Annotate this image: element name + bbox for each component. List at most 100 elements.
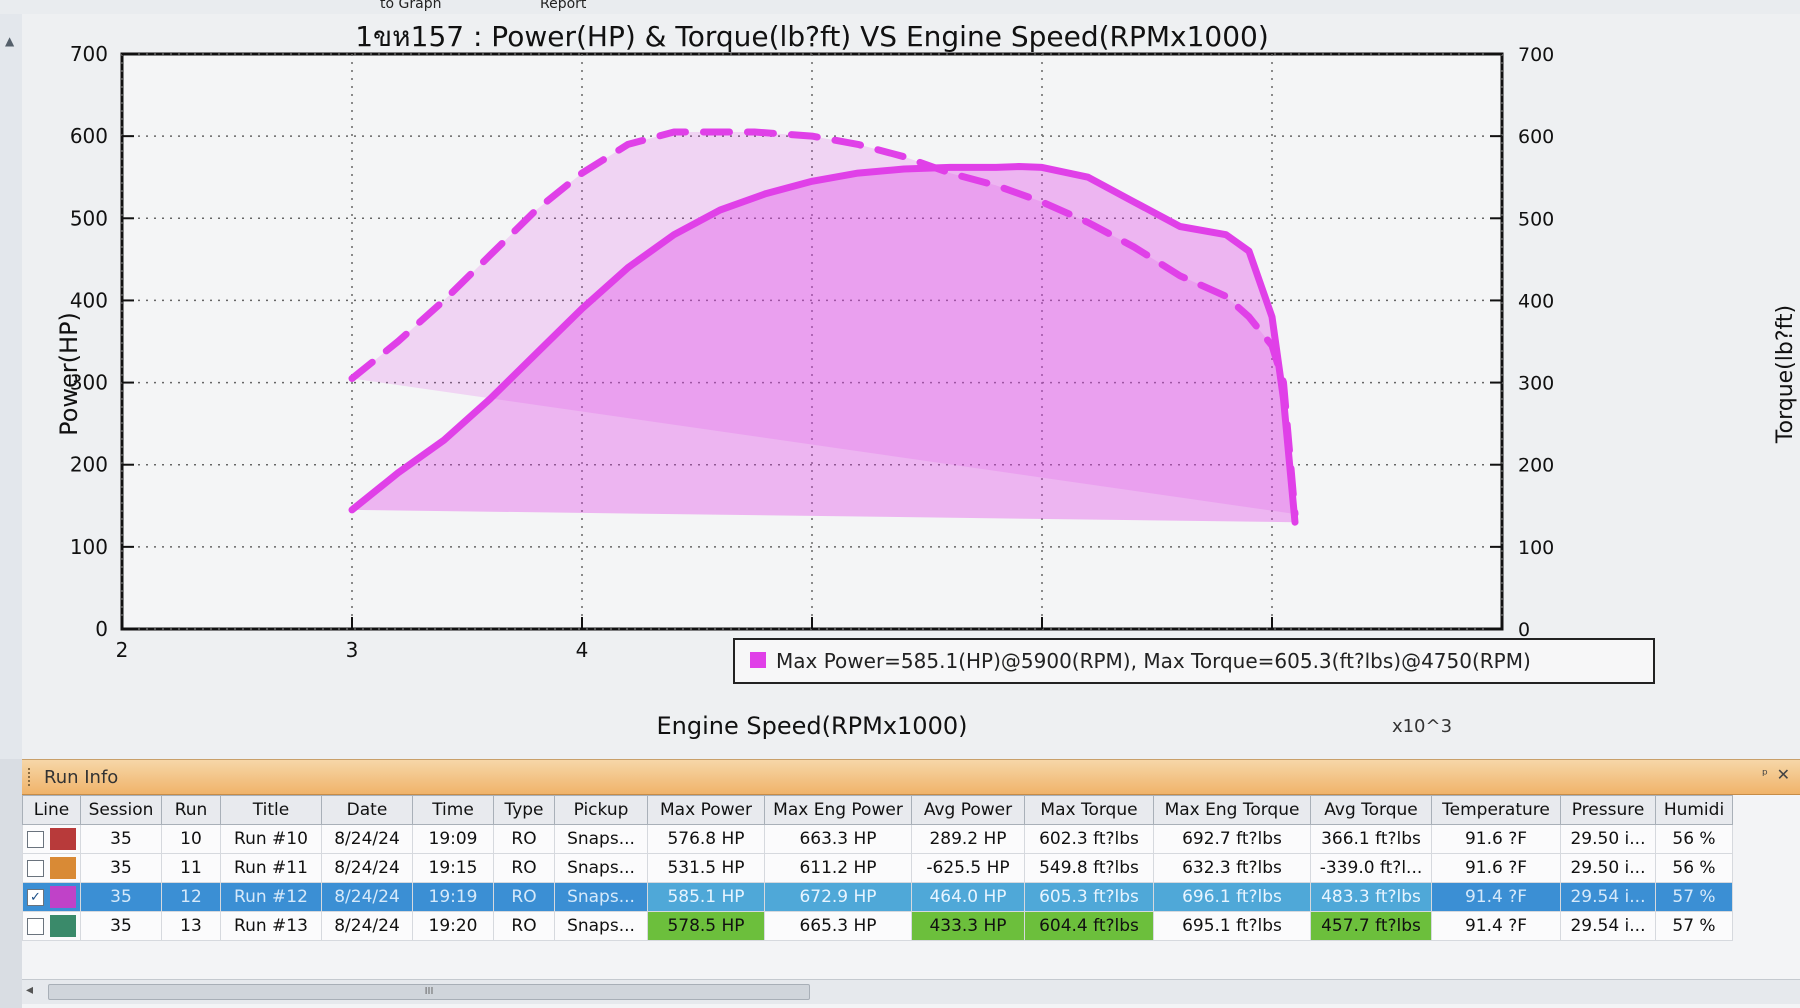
legend-box [733,638,1655,684]
row-checkbox[interactable] [27,859,44,877]
date-cell: 8/24/24 [321,911,413,941]
y-left-tick-label: 200 [70,453,108,477]
y-right-tick-label: 500 [1518,208,1554,230]
torque-series-line [348,128,1299,518]
pin-icon[interactable]: ᵖ [1762,767,1768,783]
y-right-tick-label: 300 [1518,373,1554,395]
time-cell: 19:15 [412,853,494,883]
horizontal-scrollbar[interactable]: ◂ III [22,979,1800,1004]
scroll-up-icon[interactable]: ▲ [5,34,15,48]
legend-text: Max Power=585.1(HP)@5900(RPM), Max Torqu… [776,649,1531,673]
col-line[interactable]: Line [22,795,81,825]
col-pressure[interactable]: Pressure [1560,795,1656,825]
temperature-cell: 91.4 ?F [1431,882,1561,912]
temperature-cell: 91.4 ?F [1431,911,1561,941]
col-max-eng-torque[interactable]: Max Eng Torque [1153,795,1311,825]
temperature-cell: 91.6 ?F [1431,853,1561,883]
chart-area: 2345678010020030040050060070001002003004… [22,14,1800,759]
col-time[interactable]: Time [412,795,494,825]
time-cell: 19:19 [412,882,494,912]
max-eng-power-cell: 665.3 HP [764,911,912,941]
col-session[interactable]: Session [80,795,162,825]
close-icon[interactable]: ✕ [1776,765,1790,784]
humidity-cell: 57 % [1655,882,1733,912]
max-torque-cell: 604.4 ft?lbs [1024,911,1154,941]
pressure-cell: 29.54 i... [1560,882,1656,912]
max-torque-cell: 602.3 ft?lbs [1024,824,1154,854]
y-right-tick-label: 400 [1518,290,1554,312]
power-area-fill [352,166,1295,523]
humidity-cell: 56 % [1655,853,1733,883]
line-color-swatch[interactable] [50,886,76,908]
scroll-thumb[interactable]: III [48,984,810,1000]
table-row[interactable]: 35 10 Run #10 8/24/24 19:09 RO Snaps... … [22,824,1733,854]
line-color-swatch[interactable] [50,915,76,937]
x-multiplier-label: x10^3 [1392,716,1452,737]
col-humidity[interactable]: Humidi [1655,795,1733,825]
legend: Max Power=585.1(HP)@5900(RPM), Max Torqu… [733,638,1655,684]
pressure-cell: 29.50 i... [1560,824,1656,854]
line-cell: ✓ [22,882,81,912]
session-cell: 35 [80,911,162,941]
time-cell: 19:20 [412,911,494,941]
pressure-cell: 29.54 i... [1560,911,1656,941]
row-checkbox[interactable] [27,917,44,935]
avg-power-cell: 433.3 HP [911,911,1025,941]
max-power-cell: 578.5 HP [647,911,765,941]
run-info-panel: Run Info ᵖ ✕ Line Session Run Title Date… [22,759,1800,1008]
title-cell: Run #13 [220,911,322,941]
panel-grip-icon[interactable] [28,768,33,786]
pickup-cell: Snaps... [554,911,648,941]
row-checkbox[interactable] [27,830,44,848]
col-max-torque[interactable]: Max Torque [1024,795,1154,825]
to-graph-button[interactable]: to Graph [380,0,442,12]
axis-ticks: 2345678010020030040050060070001002003004… [70,42,1554,662]
col-max-eng-power[interactable]: Max Eng Power [764,795,912,825]
col-run[interactable]: Run [161,795,221,825]
pickup-cell: Snaps... [554,824,648,854]
scroll-left-icon[interactable]: ◂ [26,982,34,998]
line-cell [22,911,81,941]
y-left-tick-label: 0 [95,617,108,641]
x-tick-label: 4 [576,638,589,662]
run-info-table: Line Session Run Title Date Time Type Pi… [22,795,1733,941]
y-left-tick-label: 500 [70,206,108,230]
line-color-swatch[interactable] [50,857,76,879]
y-left-tick-label: 100 [70,535,108,559]
col-type[interactable]: Type [493,795,555,825]
col-date[interactable]: Date [321,795,413,825]
max-power-cell: 531.5 HP [647,853,765,883]
line-color-swatch[interactable] [50,828,76,850]
power-series-line [348,163,1299,526]
power-torque-chart: 2345678010020030040050060070001002003004… [55,20,1798,740]
col-max-power[interactable]: Max Power [647,795,765,825]
col-title[interactable]: Title [220,795,322,825]
x-tick-label: 3 [346,638,359,662]
avg-torque-cell: 366.1 ft?lbs [1310,824,1432,854]
table-row-selected[interactable]: ✓ 35 12 Run #12 8/24/24 19:19 RO Snaps..… [22,882,1733,912]
col-avg-torque[interactable]: Avg Torque [1310,795,1432,825]
type-cell: RO [493,911,555,941]
torque-area-fill [352,132,1295,514]
avg-power-cell: 464.0 HP [911,882,1025,912]
run-cell: 11 [161,853,221,883]
y-right-tick-label: 600 [1518,126,1554,148]
line-cell [22,853,81,883]
table-row[interactable]: 35 11 Run #11 8/24/24 19:15 RO Snaps... … [22,853,1733,883]
col-pickup[interactable]: Pickup [554,795,648,825]
max-eng-torque-cell: 632.3 ft?lbs [1153,853,1311,883]
max-eng-torque-cell: 696.1 ft?lbs [1153,882,1311,912]
avg-power-cell: 289.2 HP [911,824,1025,854]
col-avg-power[interactable]: Avg Power [911,795,1025,825]
left-scrollbar[interactable]: ▲ [0,14,23,759]
session-cell: 35 [80,853,162,883]
col-temperature[interactable]: Temperature [1431,795,1561,825]
row-checkbox[interactable]: ✓ [27,888,44,906]
table-header-row: Line Session Run Title Date Time Type Pi… [22,795,1733,825]
run-info-header: Run Info ᵖ ✕ [22,759,1800,795]
report-button[interactable]: Report [540,0,587,12]
temperature-cell: 91.6 ?F [1431,824,1561,854]
y-right-tick-label: 200 [1518,455,1554,477]
table-row[interactable]: 35 13 Run #13 8/24/24 19:20 RO Snaps... … [22,911,1733,941]
y-right-tick-label: 0 [1518,619,1530,641]
